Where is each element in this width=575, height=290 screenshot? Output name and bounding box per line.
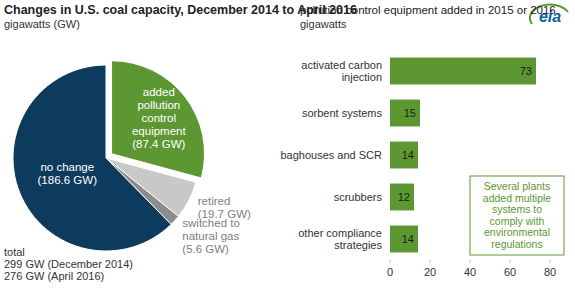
annotation: total <box>4 246 25 258</box>
pie-slice <box>112 61 205 178</box>
bar <box>390 226 418 253</box>
annotation: 299 GW (December 2014) <box>4 258 133 270</box>
text-line: regulations <box>491 238 542 250</box>
title: pollution control equipment added in 201… <box>300 4 556 16</box>
text-line: strategies <box>334 239 382 251</box>
text-line: switched to <box>182 217 240 229</box>
bar <box>390 100 420 127</box>
chart-canvas: Changes in U.S. coal capacity, December … <box>0 0 575 290</box>
text-line: systems to <box>492 203 542 215</box>
slice-label: addedpollutioncontrolequipment <box>132 86 187 137</box>
text-line: environmental <box>484 226 550 238</box>
tick-label: 20 <box>424 266 436 278</box>
text-line: baghouses and SCR <box>280 149 382 161</box>
text-line: added <box>143 86 175 98</box>
tick-label: 40 <box>464 266 476 278</box>
slice-label: no change <box>40 161 94 173</box>
text-line: Several plants <box>484 180 551 192</box>
category-label: baghouses and SCR <box>280 149 382 161</box>
category-label: scrubbers <box>334 191 383 203</box>
text-line: natural gas <box>182 230 239 242</box>
subtitle: gigawatts (GW) <box>4 18 80 30</box>
bar <box>390 142 418 169</box>
text-line: pollution <box>137 99 180 111</box>
annotation-box <box>470 176 564 255</box>
tick-mark <box>550 260 551 263</box>
x-axis: 0 20 40 60 80 <box>387 260 556 278</box>
bar <box>390 58 536 85</box>
data-label: (5.6 GW) <box>182 243 229 255</box>
slice-label: switched tonatural gas <box>182 217 240 242</box>
text-line: equipment <box>132 125 187 137</box>
text-line: scrubbers <box>334 191 383 203</box>
pie-chart: Changes in U.S. coal capacity, December … <box>4 3 568 282</box>
text-line: activated carbon <box>301 59 382 71</box>
data-label: 73 <box>520 65 532 77</box>
text-line: injection <box>342 71 382 83</box>
annotation: Several plantsadded multiplesystems toco… <box>483 180 551 250</box>
text-line: control <box>142 112 177 124</box>
tick-mark <box>430 260 431 263</box>
tick-label: 60 <box>504 266 516 278</box>
bar <box>390 184 414 211</box>
tick-mark <box>510 260 511 263</box>
text-line: retired <box>198 195 231 207</box>
category-label: sorbent systems <box>302 107 383 119</box>
data-label: 14 <box>402 149 414 161</box>
text-line: other compliance <box>298 227 382 239</box>
tick-label: 80 <box>544 266 556 278</box>
data-label: (87.4 GW) <box>132 138 185 150</box>
text-line: comply with <box>490 215 545 227</box>
data-label: (186.6 GW) <box>38 174 98 186</box>
data-label: 14 <box>402 233 414 245</box>
text-line: no change <box>40 161 94 173</box>
bar-chart: pollution control equipment added in 201… <box>280 4 564 278</box>
subtitle: gigawatts <box>300 18 347 30</box>
tick-mark <box>470 260 471 263</box>
text-line: sorbent systems <box>302 107 383 119</box>
data-label: 15 <box>404 107 416 119</box>
slice-labels: addedpollutioncontrolequipment(87.4 GW) r… <box>38 86 251 256</box>
annotation: 276 GW (April 2016) <box>4 270 104 282</box>
category-label: other compliancestrategies <box>298 227 382 251</box>
background <box>0 0 575 290</box>
tick-mark <box>390 260 391 263</box>
text-line: added multiple <box>483 192 551 204</box>
category-label: activated carboninjection <box>301 59 382 83</box>
tick-label: 0 <box>387 266 393 278</box>
slices <box>13 61 205 251</box>
slice-label: retired <box>198 195 231 207</box>
data-label: 12 <box>398 191 410 203</box>
